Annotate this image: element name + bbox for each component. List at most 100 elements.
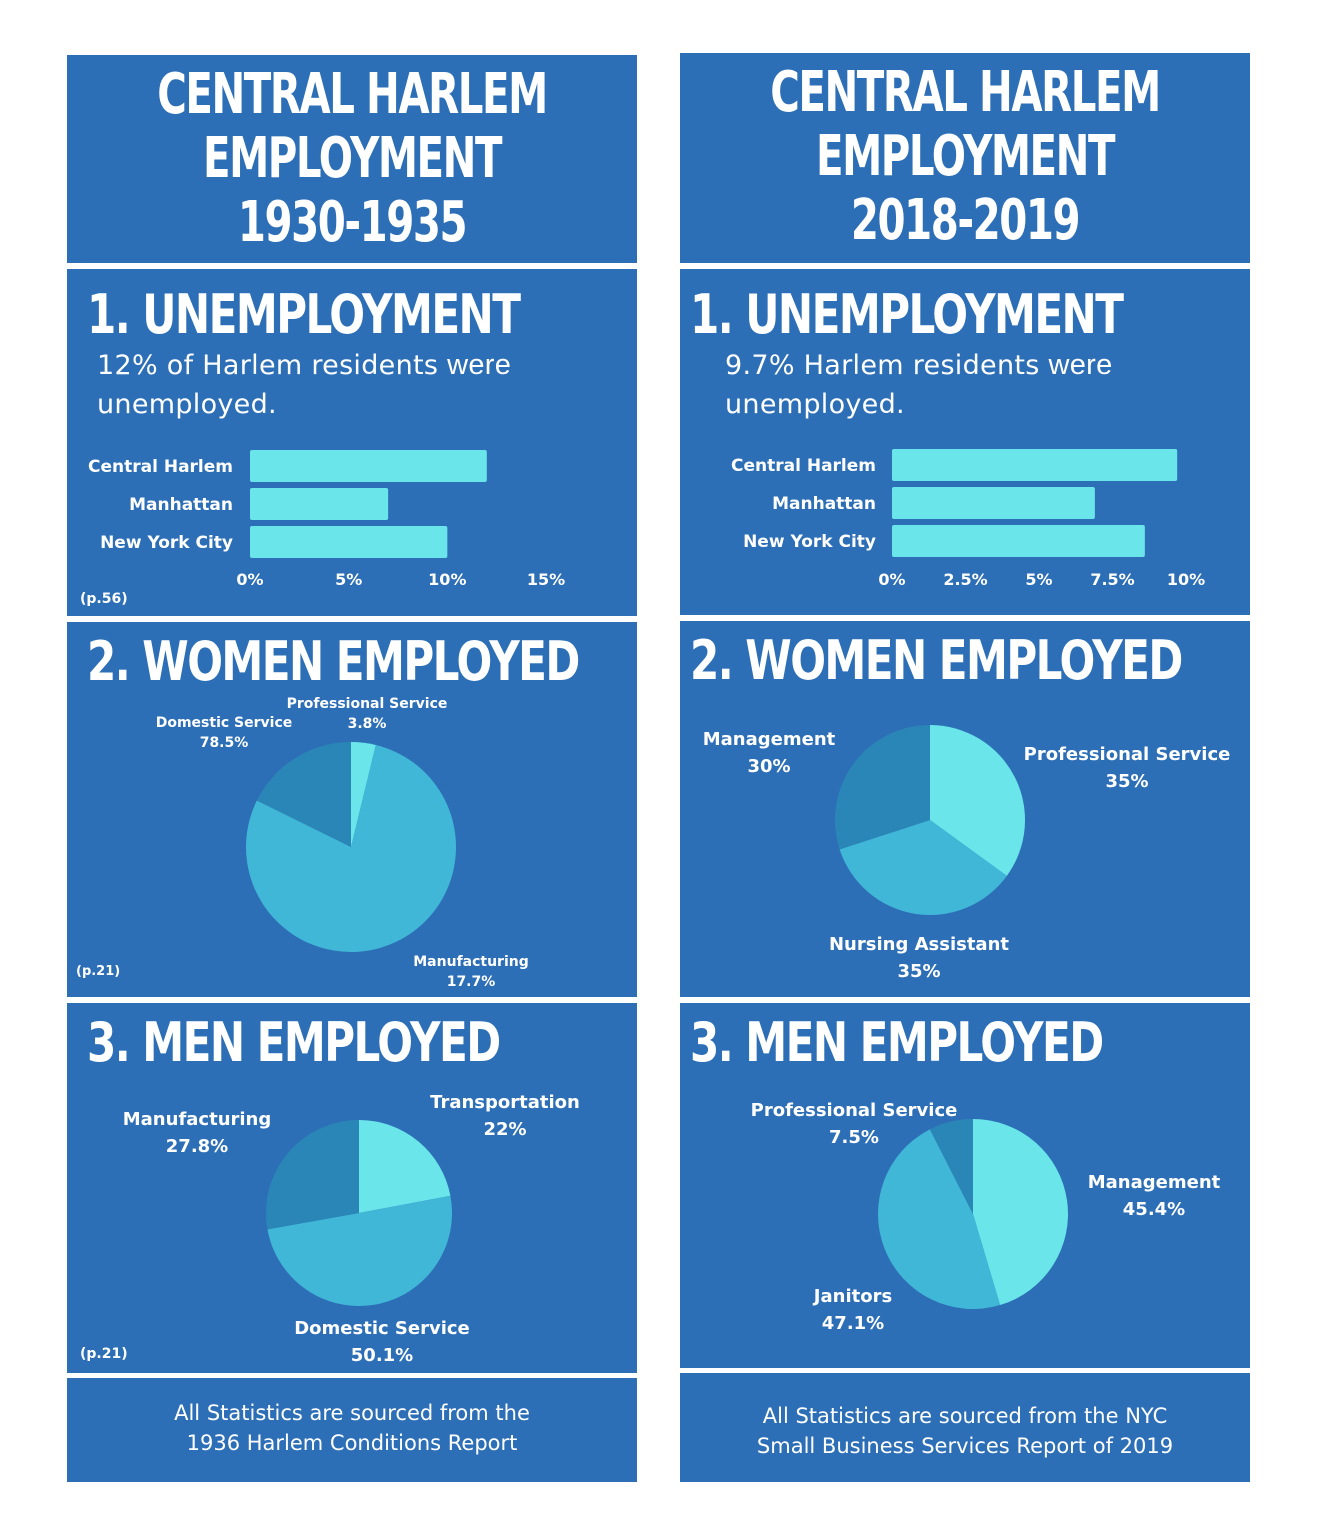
- slice-label: Manufacturing: [123, 1109, 272, 1130]
- left-men-heading: 3. MEN EMPLOYED: [87, 1011, 501, 1074]
- pie-slice-domestic-service: [267, 1195, 452, 1306]
- pie-chart-men2018: Management 45.4% Janitors 47.1% Professional…: [751, 1100, 1221, 1334]
- pie-chart-men1930: Transportation 22% Domestic Service 50.1% Ma…: [123, 1092, 580, 1366]
- pie-chart-women1930: Professional Service 3.8% Domestic Service…: [156, 696, 529, 990]
- left-footer-panel: All Statistics are sourced from the 1936…: [67, 1378, 637, 1482]
- right-footer: All Statistics are sourced from the NYC …: [680, 1401, 1250, 1461]
- slice-value-label: 27.8%: [166, 1136, 228, 1157]
- pie-slice-professional-service: [929, 1119, 973, 1214]
- left-lead-c: unemployed.: [97, 389, 277, 420]
- x-tick-label: 2.5%: [943, 570, 987, 589]
- right-men-panel: 3. MEN EMPLOYED Management 45.4% Janitors 4…: [680, 1003, 1250, 1368]
- category-label: Central Harlem: [731, 456, 876, 476]
- left-unemployment-citation: (p.56): [80, 591, 128, 607]
- pie-slice-transportation: [359, 1120, 451, 1213]
- bar-new-york-city: [250, 526, 448, 558]
- right-footer-line2: Small Business Services Report of 2019: [756, 1434, 1174, 1458]
- bar-manhattan: [892, 487, 1095, 519]
- left-footer: All Statistics are sourced from the 1936…: [67, 1398, 637, 1458]
- slice-value-label: 30%: [747, 756, 790, 777]
- slice-label: Transportation: [430, 1092, 580, 1113]
- right-unemployment-panel: 1. UNEMPLOYMENT 9.7% Harlem residents we…: [680, 269, 1250, 615]
- slice-value-label: 35%: [1105, 771, 1148, 792]
- slice-label: Manufacturing: [413, 954, 529, 970]
- right-women-heading: 2. WOMEN EMPLOYED: [690, 629, 1183, 692]
- slice-value-label: 3.8%: [348, 716, 387, 732]
- pie-slice-management: [835, 725, 930, 850]
- bar-manhattan: [250, 488, 389, 520]
- right-title: CENTRAL HARLEM EMPLOYMENT 2018-2019: [760, 61, 1170, 253]
- pie-slice-manufacturing: [256, 742, 351, 847]
- right-lead-c: unemployed.: [725, 389, 905, 420]
- pie-slice-janitors: [878, 1129, 1001, 1309]
- right-title-line3: 2018-2019: [850, 188, 1081, 253]
- left-title-line3: 1930-1935: [237, 190, 468, 255]
- right-footer-panel: All Statistics are sourced from the NYC …: [680, 1373, 1250, 1482]
- pie-chart-women2018: Professional Service 35% Nursing Assistant…: [703, 725, 1231, 982]
- pie-slice-professional-service: [930, 725, 1025, 876]
- category-label: New York City: [743, 532, 876, 552]
- right-unemployment-lead: 9.7% Harlem residents were unemployed.: [725, 346, 1240, 424]
- category-label: New York City: [100, 533, 233, 553]
- left-women-citation: (p.21): [76, 964, 121, 979]
- category-label: Central Harlem: [88, 457, 233, 477]
- category-label: Manhattan: [129, 495, 233, 515]
- left-unemployment-lead: 12% of Harlem residents were unemployed.: [97, 346, 627, 424]
- left-men-panel: 3. MEN EMPLOYED Transportation 22% Domesti…: [67, 1003, 637, 1373]
- right-lead-a: 9.7% Harlem residents: [725, 350, 1040, 381]
- pie-slice-manufacturing: [266, 1120, 359, 1230]
- x-tick-label: 10%: [1167, 570, 1205, 589]
- pie-slice-professional-service: [351, 742, 376, 847]
- slice-value-label: 35%: [897, 961, 940, 982]
- x-tick-label: 0%: [878, 570, 905, 589]
- left-women-panel: 2. WOMEN EMPLOYED Professional Service 3.…: [67, 622, 637, 997]
- right-footer-line1: All Statistics are sourced from the NYC: [762, 1404, 1168, 1428]
- right-women-panel: 2. WOMEN EMPLOYED Professional Service 35…: [680, 621, 1250, 997]
- bar-central-harlem: [250, 450, 487, 482]
- right-title-line2: EMPLOYMENT: [815, 124, 1115, 189]
- left-footer-line1: All Statistics are sourced from the: [174, 1401, 530, 1425]
- x-tick-label: 7.5%: [1090, 570, 1134, 589]
- right-lead-b: were: [1048, 349, 1113, 381]
- left-women-heading: 2. WOMEN EMPLOYED: [87, 630, 580, 693]
- pie-slice-nursing-assistant: [839, 820, 1007, 915]
- x-tick-label: 5%: [335, 570, 362, 589]
- slice-value-label: 50.1%: [351, 1345, 413, 1366]
- x-tick-label: 10%: [428, 570, 466, 589]
- left-footer-line2: 1936 Harlem Conditions Report: [186, 1431, 518, 1455]
- x-tick-label: 5%: [1025, 570, 1052, 589]
- slice-label: Management: [703, 729, 836, 750]
- right-unemployment-heading: 1. UNEMPLOYMENT: [690, 283, 1124, 346]
- x-tick-label: 0%: [236, 570, 263, 589]
- left-title: CENTRAL HARLEM EMPLOYMENT 1930-1935: [147, 63, 557, 255]
- right-title-panel: CENTRAL HARLEM EMPLOYMENT 2018-2019: [680, 53, 1250, 263]
- slice-value-label: 47.1%: [822, 1313, 884, 1334]
- slice-label: Professional Service: [751, 1100, 958, 1121]
- bar-central-harlem: [892, 449, 1178, 481]
- left-lead-b: were: [447, 349, 512, 381]
- slice-label: Professional Service: [287, 696, 448, 712]
- left-men-citation: (p.21): [80, 1346, 128, 1362]
- slice-label: Janitors: [812, 1286, 892, 1307]
- left-title-line1: CENTRAL HARLEM: [157, 62, 548, 127]
- slice-value-label: 7.5%: [829, 1127, 879, 1148]
- slice-label: Management: [1088, 1172, 1221, 1193]
- pie-slice-domestic-service: [246, 744, 457, 952]
- left-lead-a: 12% of Harlem residents: [97, 350, 439, 381]
- slice-value-label: 22%: [483, 1119, 526, 1140]
- left-unemployment-heading: 1. UNEMPLOYMENT: [87, 283, 521, 346]
- category-label: Manhattan: [772, 494, 876, 514]
- slice-label: Domestic Service: [156, 715, 293, 731]
- slice-label: Professional Service: [1024, 744, 1231, 765]
- pie-slice-management: [973, 1119, 1068, 1306]
- slice-value-label: 45.4%: [1123, 1199, 1185, 1220]
- left-unemployment-panel: 1. UNEMPLOYMENT 12% of Harlem residents …: [67, 269, 637, 616]
- left-title-panel: CENTRAL HARLEM EMPLOYMENT 1930-1935: [67, 55, 637, 263]
- slice-label: Domestic Service: [294, 1318, 470, 1339]
- slice-value-label: 78.5%: [200, 735, 249, 751]
- right-title-line1: CENTRAL HARLEM: [770, 60, 1161, 125]
- right-men-heading: 3. MEN EMPLOYED: [690, 1011, 1104, 1074]
- left-title-line2: EMPLOYMENT: [202, 126, 502, 191]
